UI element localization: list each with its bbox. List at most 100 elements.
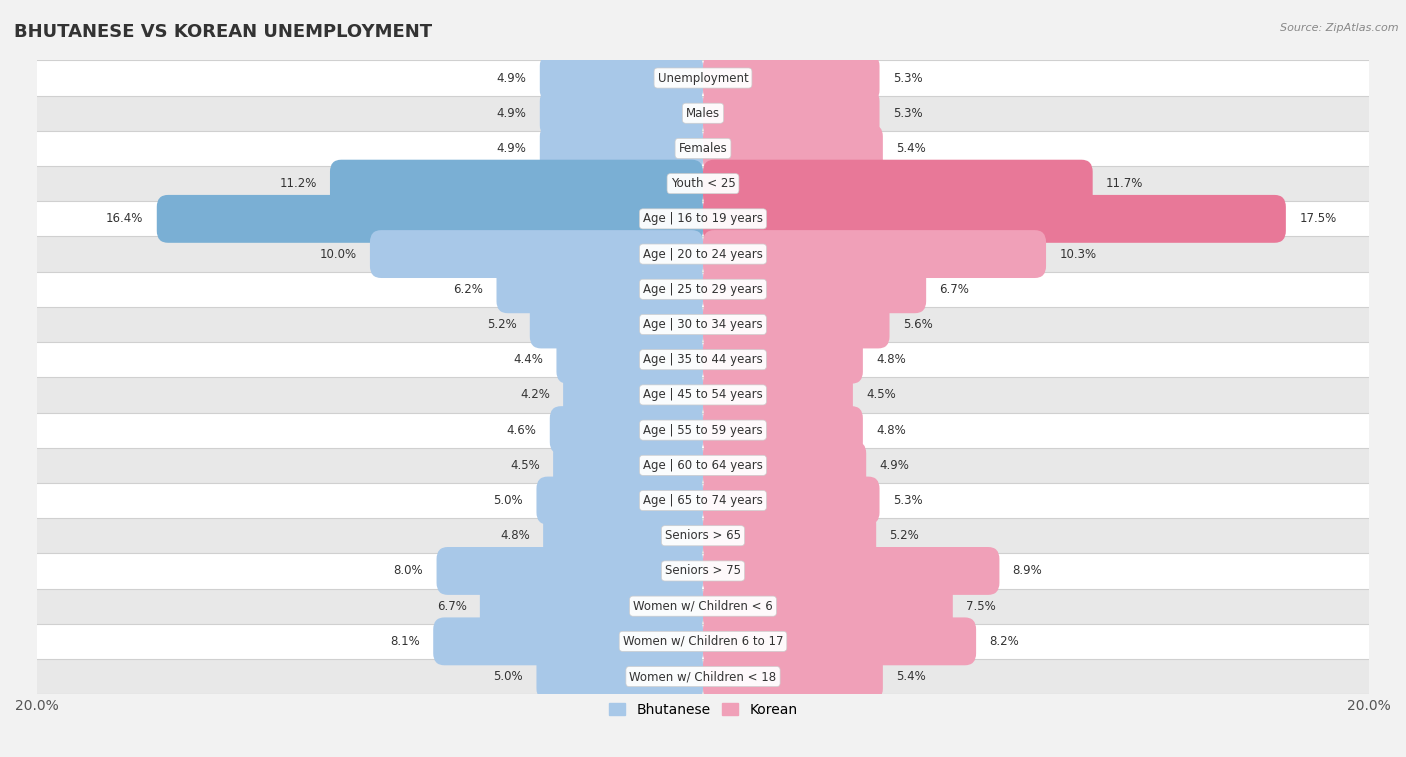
Text: 5.6%: 5.6% <box>903 318 932 331</box>
Text: BHUTANESE VS KOREAN UNEMPLOYMENT: BHUTANESE VS KOREAN UNEMPLOYMENT <box>14 23 432 41</box>
FancyBboxPatch shape <box>703 618 976 665</box>
Text: 16.4%: 16.4% <box>105 213 143 226</box>
FancyBboxPatch shape <box>37 447 1369 483</box>
Text: 5.0%: 5.0% <box>494 494 523 507</box>
FancyBboxPatch shape <box>703 230 1046 278</box>
FancyBboxPatch shape <box>436 547 703 595</box>
Text: 11.2%: 11.2% <box>280 177 316 190</box>
FancyBboxPatch shape <box>703 477 880 525</box>
FancyBboxPatch shape <box>37 95 1369 131</box>
FancyBboxPatch shape <box>537 653 703 700</box>
FancyBboxPatch shape <box>703 160 1092 207</box>
FancyBboxPatch shape <box>703 54 880 102</box>
Text: Seniors > 75: Seniors > 75 <box>665 565 741 578</box>
Text: 5.2%: 5.2% <box>890 529 920 542</box>
FancyBboxPatch shape <box>496 266 703 313</box>
FancyBboxPatch shape <box>703 441 866 489</box>
FancyBboxPatch shape <box>433 618 703 665</box>
FancyBboxPatch shape <box>703 653 883 700</box>
Text: 7.5%: 7.5% <box>966 600 995 612</box>
Text: 4.5%: 4.5% <box>510 459 540 472</box>
Text: 4.8%: 4.8% <box>876 354 905 366</box>
Text: Unemployment: Unemployment <box>658 71 748 85</box>
Text: Women w/ Children < 6: Women w/ Children < 6 <box>633 600 773 612</box>
FancyBboxPatch shape <box>537 477 703 525</box>
Text: 4.4%: 4.4% <box>513 354 543 366</box>
FancyBboxPatch shape <box>37 483 1369 518</box>
FancyBboxPatch shape <box>540 54 703 102</box>
Text: 8.0%: 8.0% <box>394 565 423 578</box>
FancyBboxPatch shape <box>370 230 703 278</box>
Text: 5.0%: 5.0% <box>494 670 523 683</box>
Text: 6.7%: 6.7% <box>939 283 969 296</box>
FancyBboxPatch shape <box>703 266 927 313</box>
FancyBboxPatch shape <box>37 272 1369 307</box>
Text: Age | 30 to 34 years: Age | 30 to 34 years <box>643 318 763 331</box>
Text: 10.0%: 10.0% <box>319 248 357 260</box>
Text: Youth < 25: Youth < 25 <box>671 177 735 190</box>
FancyBboxPatch shape <box>543 512 703 559</box>
FancyBboxPatch shape <box>37 659 1369 694</box>
FancyBboxPatch shape <box>37 61 1369 95</box>
FancyBboxPatch shape <box>37 166 1369 201</box>
Text: 4.8%: 4.8% <box>501 529 530 542</box>
Text: 17.5%: 17.5% <box>1299 213 1337 226</box>
FancyBboxPatch shape <box>540 124 703 173</box>
Text: Age | 20 to 24 years: Age | 20 to 24 years <box>643 248 763 260</box>
FancyBboxPatch shape <box>330 160 703 207</box>
FancyBboxPatch shape <box>703 371 853 419</box>
FancyBboxPatch shape <box>703 195 1286 243</box>
Text: 8.1%: 8.1% <box>389 635 420 648</box>
Text: 4.9%: 4.9% <box>496 107 526 120</box>
Text: 4.9%: 4.9% <box>496 71 526 85</box>
Text: 4.9%: 4.9% <box>880 459 910 472</box>
FancyBboxPatch shape <box>703 124 883 173</box>
FancyBboxPatch shape <box>703 512 876 559</box>
FancyBboxPatch shape <box>540 89 703 137</box>
FancyBboxPatch shape <box>703 582 953 630</box>
Text: 8.2%: 8.2% <box>990 635 1019 648</box>
FancyBboxPatch shape <box>553 441 703 489</box>
Text: Seniors > 65: Seniors > 65 <box>665 529 741 542</box>
Text: 11.7%: 11.7% <box>1107 177 1143 190</box>
FancyBboxPatch shape <box>557 336 703 384</box>
FancyBboxPatch shape <box>37 624 1369 659</box>
Text: 6.7%: 6.7% <box>437 600 467 612</box>
FancyBboxPatch shape <box>703 336 863 384</box>
Text: Age | 35 to 44 years: Age | 35 to 44 years <box>643 354 763 366</box>
FancyBboxPatch shape <box>37 553 1369 588</box>
FancyBboxPatch shape <box>157 195 703 243</box>
Text: 6.2%: 6.2% <box>453 283 484 296</box>
Text: Source: ZipAtlas.com: Source: ZipAtlas.com <box>1281 23 1399 33</box>
FancyBboxPatch shape <box>37 307 1369 342</box>
Text: 10.3%: 10.3% <box>1059 248 1097 260</box>
Text: 5.2%: 5.2% <box>486 318 516 331</box>
FancyBboxPatch shape <box>37 131 1369 166</box>
FancyBboxPatch shape <box>37 588 1369 624</box>
Text: Age | 65 to 74 years: Age | 65 to 74 years <box>643 494 763 507</box>
Legend: Bhutanese, Korean: Bhutanese, Korean <box>603 697 803 722</box>
Text: 4.2%: 4.2% <box>520 388 550 401</box>
FancyBboxPatch shape <box>703 301 890 348</box>
Text: 5.4%: 5.4% <box>896 142 927 155</box>
Text: Age | 16 to 19 years: Age | 16 to 19 years <box>643 213 763 226</box>
FancyBboxPatch shape <box>703 407 863 454</box>
FancyBboxPatch shape <box>479 582 703 630</box>
Text: Age | 55 to 59 years: Age | 55 to 59 years <box>643 424 763 437</box>
FancyBboxPatch shape <box>703 89 880 137</box>
Text: 4.9%: 4.9% <box>496 142 526 155</box>
Text: Age | 60 to 64 years: Age | 60 to 64 years <box>643 459 763 472</box>
Text: Males: Males <box>686 107 720 120</box>
Text: 5.3%: 5.3% <box>893 107 922 120</box>
Text: 5.3%: 5.3% <box>893 71 922 85</box>
FancyBboxPatch shape <box>550 407 703 454</box>
Text: Age | 45 to 54 years: Age | 45 to 54 years <box>643 388 763 401</box>
FancyBboxPatch shape <box>530 301 703 348</box>
Text: Age | 25 to 29 years: Age | 25 to 29 years <box>643 283 763 296</box>
FancyBboxPatch shape <box>703 547 1000 595</box>
Text: 5.3%: 5.3% <box>893 494 922 507</box>
Text: 4.6%: 4.6% <box>506 424 537 437</box>
Text: 4.5%: 4.5% <box>866 388 896 401</box>
FancyBboxPatch shape <box>564 371 703 419</box>
Text: 4.8%: 4.8% <box>876 424 905 437</box>
